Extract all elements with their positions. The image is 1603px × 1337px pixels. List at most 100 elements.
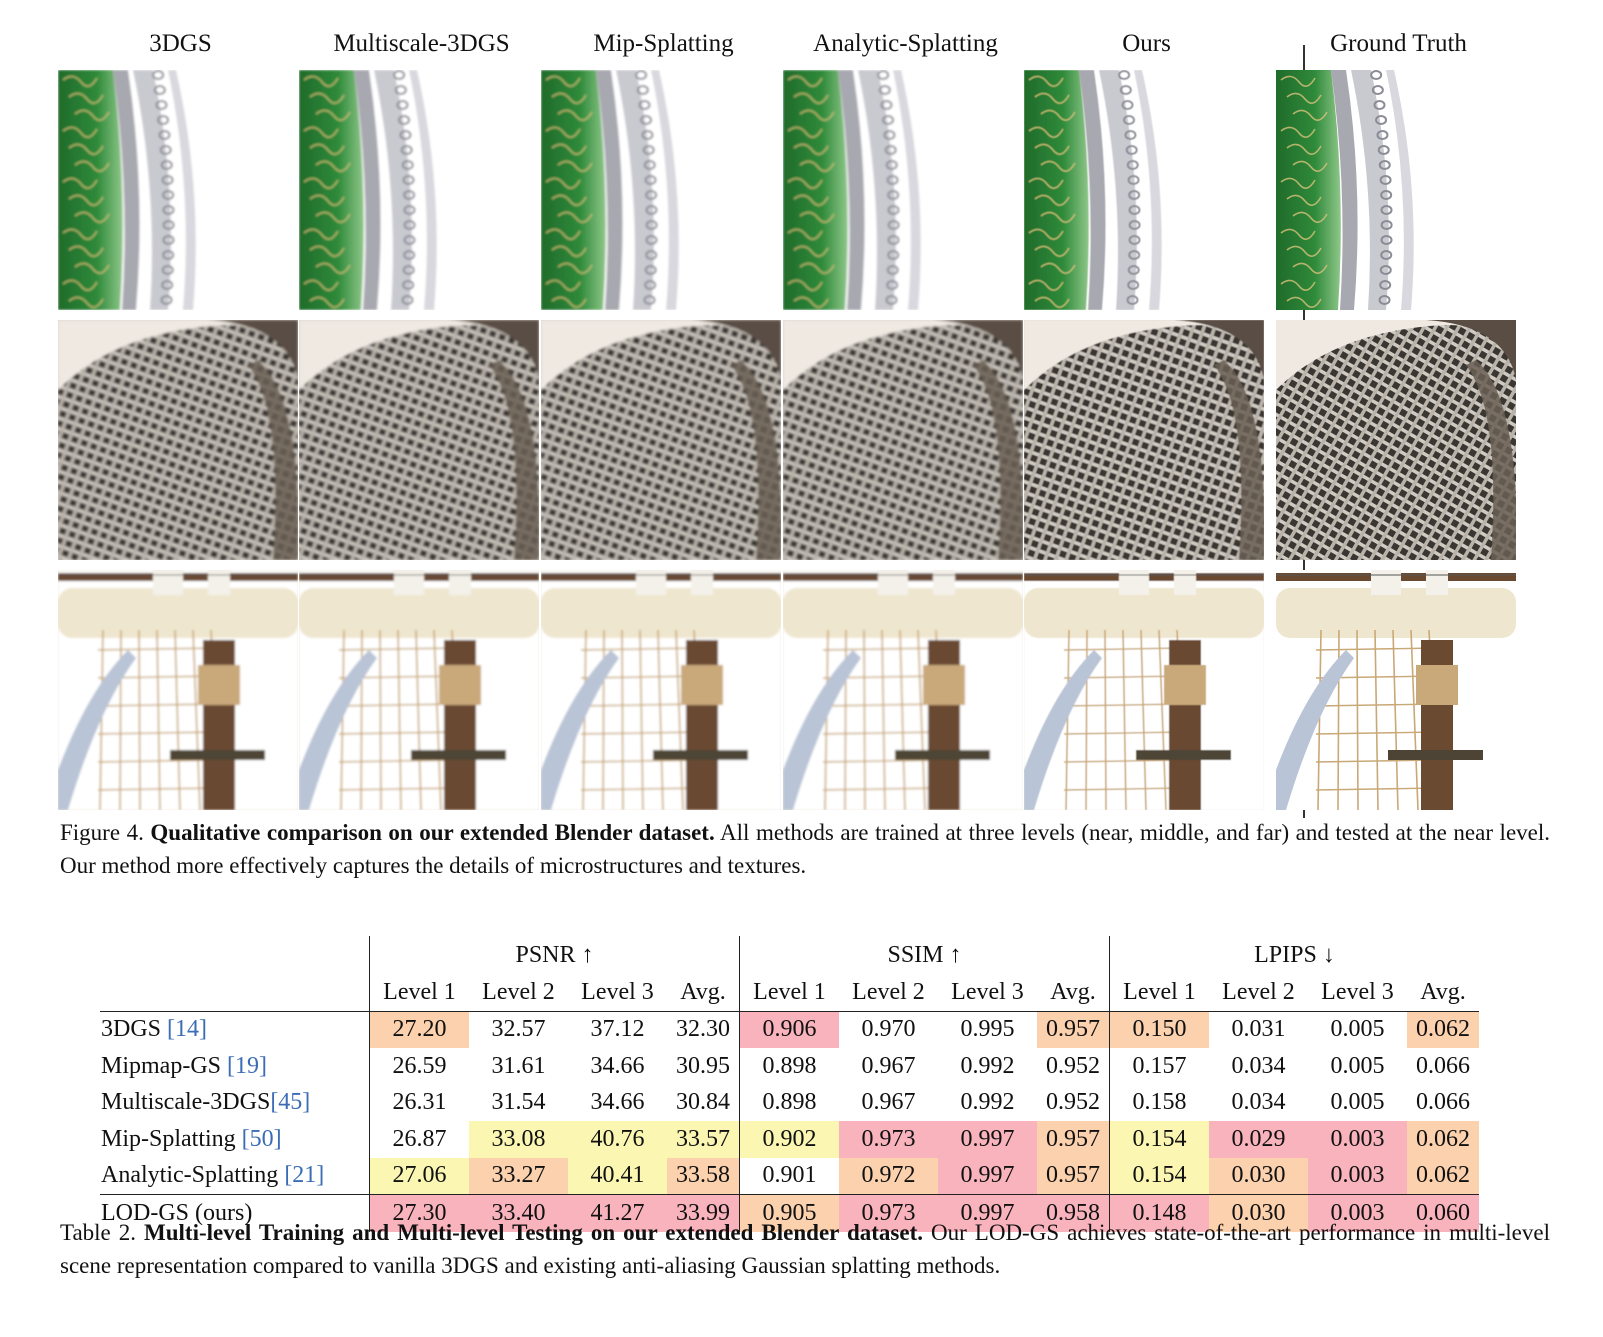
method-label: Mip-Splatting [101, 1125, 242, 1152]
group-header-psnr: PSNR ↑ [369, 936, 740, 974]
table-cell: 0.902 [739, 1121, 839, 1158]
table-row: Mip-Splatting [50] 26.87 33.08 40.76 33.57 0.… [100, 1121, 1479, 1158]
subheader-psnr-2: Level 2 [482, 978, 555, 1005]
citation-link[interactable]: [50] [241, 1125, 282, 1152]
table-cell: 0.029 [1209, 1121, 1308, 1158]
armor-image-mip-splatting [541, 70, 781, 310]
figure-caption-text: All methods are trained at three levels … [60, 820, 1551, 878]
table-cell: 0.005 [1330, 1052, 1385, 1079]
subheader-lpips-4: Avg. [1420, 978, 1466, 1005]
armor-image-ground-truth [1276, 70, 1516, 310]
citation-link[interactable]: [14] [167, 1016, 207, 1043]
method-name: LOD-GS (ours) [100, 1194, 370, 1232]
subheader-psnr-4: Avg. [680, 978, 726, 1005]
figure-caption-prefix: Figure 4. [60, 820, 144, 845]
table-row: LOD-GS (ours) 27.30 33.40 41.27 33.99 0.905 0.… [100, 1194, 1479, 1232]
table-cell: 0.005 [1308, 1010, 1407, 1048]
table-caption-prefix: Table 2. [60, 1220, 137, 1245]
ship-image-3dgs [58, 570, 298, 810]
table-cell: 27.06 [369, 1157, 469, 1195]
subheader-ssim-1: Level 1 [739, 974, 839, 1011]
table-cell: 0.997 [938, 1194, 1037, 1232]
table-cell: 27.30 [369, 1194, 469, 1232]
table-cell: 40.76 [568, 1121, 667, 1158]
ship-image-ours [1024, 570, 1264, 810]
table-caption-bold: Multi-level Training and Multi-level Tes… [144, 1220, 923, 1245]
table-cell: 0.972 [839, 1157, 938, 1195]
citation-link[interactable]: [45] [270, 1089, 311, 1116]
table-cell: 0.005 [1330, 1089, 1385, 1116]
mesh-image-multiscale-3dgs [299, 320, 539, 560]
table-cell: 0.150 [1109, 1010, 1209, 1048]
table-cell: 0.062 [1407, 1010, 1479, 1048]
armor-image-analytic-splatting [783, 70, 1023, 310]
table-cell: 0.154 [1109, 1157, 1209, 1195]
table-cell: 33.57 [667, 1121, 740, 1158]
armor-image-multiscale-3dgs [299, 70, 539, 310]
table-cell: 0.957 [1037, 1157, 1110, 1195]
mesh-image-mip-splatting [541, 320, 781, 560]
armor-image-ours [1024, 70, 1264, 310]
table-cell: 31.54 [491, 1089, 546, 1116]
table-cell: 0.003 [1308, 1121, 1407, 1158]
ship-image-ground-truth [1276, 570, 1516, 810]
table-cell: 0.034 [1231, 1089, 1286, 1116]
table-cell: 0.062 [1407, 1121, 1479, 1158]
table-cell: 30.84 [676, 1089, 730, 1116]
table-cell: 0.967 [861, 1089, 916, 1116]
ship-image-mip-splatting [541, 570, 781, 810]
table-cell: 0.003 [1308, 1157, 1407, 1195]
table-cell: 0.952 [1046, 1089, 1100, 1116]
table-cell: 0.898 [739, 1048, 839, 1085]
mesh-image-analytic-splatting [783, 320, 1023, 560]
table-cell: 0.995 [938, 1010, 1037, 1048]
method-name: Multiscale-3DGS[45] [100, 1085, 370, 1122]
col-header-mip-splatting: Mip-Splatting [593, 30, 734, 57]
mesh-image-3dgs [58, 320, 298, 560]
method-label: 3DGS [101, 1016, 168, 1043]
group-header-ssim: SSIM ↑ [739, 936, 1110, 974]
citation-link[interactable]: [19] [227, 1052, 267, 1079]
method-name: Mipmap-GS [19] [100, 1048, 370, 1085]
subheader-lpips-1: Level 1 [1109, 974, 1209, 1011]
table-cell: 0.906 [739, 1010, 839, 1048]
table-cell: 0.905 [739, 1194, 839, 1232]
group-header-lpips: LPIPS ↓ [1109, 936, 1479, 974]
table-cell: 0.030 [1209, 1194, 1308, 1232]
subheader-psnr-1: Level 1 [369, 974, 469, 1011]
citation-link[interactable]: [21] [284, 1162, 325, 1189]
table-cell: 0.970 [839, 1010, 938, 1048]
col-header-3dgs: 3DGS [149, 30, 212, 57]
table-row: 3DGS [14] 27.20 32.57 37.12 32.30 0.906 0.970 0… [100, 1010, 1479, 1048]
method-label: LOD-GS (ours) [101, 1199, 253, 1226]
table-cell: 0.898 [739, 1084, 839, 1121]
subheader-lpips-2: Level 2 [1222, 978, 1295, 1005]
table-cell: 34.66 [590, 1052, 645, 1079]
ship-image-analytic-splatting [783, 570, 1023, 810]
table-cell: 33.27 [469, 1157, 568, 1195]
table-cell: 0.973 [839, 1194, 938, 1232]
col-header-ground-truth: Ground Truth [1330, 30, 1467, 57]
table-cell: 0.154 [1109, 1121, 1209, 1158]
table-cell: 0.958 [1037, 1194, 1110, 1232]
table-subheader-row: Level 1 Level 2 Level 3 Avg. Level 1 Level 2 L… [100, 974, 1479, 1011]
col-header-analytic-splatting: Analytic-Splatting [813, 30, 998, 57]
method-name: Analytic-Splatting [21] [100, 1158, 370, 1195]
method-name: 3DGS [14] [100, 1010, 370, 1048]
table-cell: 27.20 [369, 1010, 469, 1048]
table-cell: 0.003 [1308, 1194, 1407, 1232]
table-cell: 0.952 [1046, 1052, 1100, 1079]
table-cell: 0.066 [1416, 1052, 1470, 1079]
table-cell: 37.12 [568, 1010, 667, 1048]
table-cell: 32.57 [469, 1010, 568, 1048]
table-cell: 0.992 [960, 1089, 1015, 1116]
table-cell: 0.957 [1037, 1010, 1110, 1048]
table-cell: 0.957 [1037, 1121, 1110, 1158]
method-label: Multiscale-3DGS [101, 1089, 271, 1116]
subheader-ssim-2: Level 2 [852, 978, 925, 1005]
table-cell: 26.87 [369, 1121, 469, 1158]
table-cell: 0.157 [1109, 1048, 1209, 1085]
col-header-ours: Ours [1122, 30, 1171, 57]
table-cell: 31.61 [491, 1052, 546, 1079]
table-cell: 0.148 [1109, 1194, 1209, 1232]
